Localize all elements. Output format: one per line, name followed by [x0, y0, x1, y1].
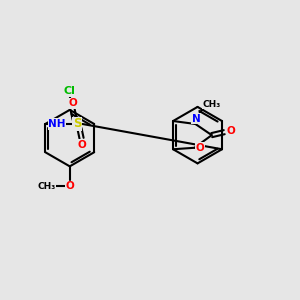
Text: O: O [68, 98, 77, 108]
Text: NH: NH [48, 119, 66, 129]
Text: Cl: Cl [64, 86, 76, 96]
Text: O: O [226, 126, 235, 136]
Text: S: S [73, 118, 81, 130]
Text: CH₃: CH₃ [203, 100, 221, 109]
Text: N: N [192, 114, 200, 124]
Text: O: O [77, 140, 86, 150]
Text: CH₃: CH₃ [38, 182, 56, 191]
Text: O: O [65, 181, 74, 191]
Text: O: O [196, 143, 204, 153]
